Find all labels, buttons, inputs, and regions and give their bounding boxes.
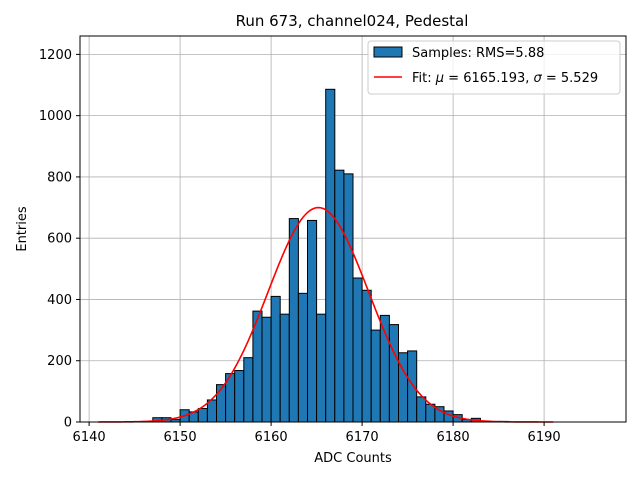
legend-fit-prefix: Fit: xyxy=(412,71,436,86)
legend-fit-suffix: = 5.529 xyxy=(542,71,598,86)
x-tick-label: 6150 xyxy=(164,430,197,445)
histogram-bar xyxy=(361,289,372,423)
chart-title: Run 673, channel024, Pedestal xyxy=(236,12,469,30)
fit-curve xyxy=(98,206,554,423)
x-tick-label: 6170 xyxy=(346,430,379,445)
histogram-bar xyxy=(352,277,363,423)
y-tick-label: 1200 xyxy=(39,48,72,63)
histogram-bar xyxy=(243,357,254,423)
histogram-bar xyxy=(206,399,217,423)
histogram-bar xyxy=(288,218,299,423)
histogram-bar xyxy=(325,88,336,423)
y-axis-label: Entries xyxy=(15,206,30,252)
histogram-bar xyxy=(307,219,318,423)
plot-frame xyxy=(79,35,627,423)
legend-fit-mid: = 6165.193, xyxy=(444,71,533,86)
histogram-bar xyxy=(270,295,281,423)
histogram-bar xyxy=(407,350,418,423)
histogram-bar xyxy=(416,396,427,423)
y-tick-label: 0 xyxy=(64,416,72,431)
histogram-bar xyxy=(234,370,245,423)
legend-box xyxy=(367,40,621,95)
y-tick-label: 800 xyxy=(47,170,72,185)
histogram-bar xyxy=(279,313,290,423)
y-tick-label: 1000 xyxy=(39,109,72,124)
axes: 6140 6150 6160 6170 6180 6190 0 200 400 600 800 100… xyxy=(39,48,561,445)
x-tick-label: 6140 xyxy=(73,430,106,445)
histogram-bar xyxy=(197,408,208,423)
x-tick-label: 6160 xyxy=(255,430,288,445)
y-tick-label: 600 xyxy=(47,232,72,247)
y-tick-label: 400 xyxy=(47,293,72,308)
legend-label-samples: Samples: RMS=5.88 xyxy=(412,46,544,61)
histogram-bar xyxy=(343,173,354,423)
histogram-bar xyxy=(216,384,227,423)
histogram-bar xyxy=(334,169,345,423)
histogram-bar xyxy=(261,316,272,423)
legend-fit-mu-symbol: μ xyxy=(435,71,444,86)
legend-label-fit: Fit: μ = 6165.193, σ = 5.529 xyxy=(412,71,598,86)
fit-curve-group xyxy=(98,206,554,423)
histogram-bar xyxy=(297,292,308,423)
legend-fit-sigma-symbol: σ xyxy=(534,71,543,86)
legend-swatch-samples xyxy=(373,46,403,58)
x-tick-label: 6180 xyxy=(437,430,470,445)
histogram-bar xyxy=(370,329,381,423)
x-tick-label: 6190 xyxy=(528,430,561,445)
histogram-bar xyxy=(316,313,327,423)
histogram-bar xyxy=(388,324,399,423)
x-axis-label: ADC Counts xyxy=(314,451,392,466)
y-tick-label: 200 xyxy=(47,354,72,369)
legend: Samples: RMS=5.88 Fit: μ = 6165.193, σ =… xyxy=(367,40,621,95)
